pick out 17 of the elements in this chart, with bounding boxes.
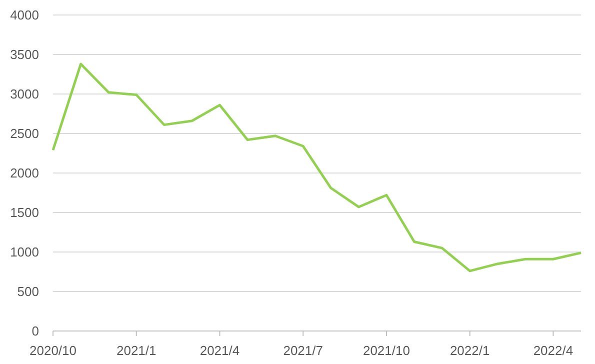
x-tick-label: 2021/10 <box>362 343 410 358</box>
y-tick-label: 1000 <box>10 244 39 260</box>
y-tick-label: 1500 <box>10 205 39 220</box>
x-tick-label: 2021/7 <box>283 343 323 358</box>
x-tick-label: 2022/4 <box>533 343 574 358</box>
y-tick-label: 0 <box>32 324 39 339</box>
x-tick-label: 2021/1 <box>116 343 156 358</box>
x-tick-label: 2021/4 <box>200 343 240 358</box>
x-tick-label: 2020/10 <box>30 343 76 358</box>
y-tick-label: 2500 <box>10 126 39 142</box>
y-tick-label: 500 <box>17 284 39 300</box>
y-tick-label: 3000 <box>10 86 39 102</box>
x-tick-label: 2022/1 <box>450 343 490 358</box>
y-tick-label: 4000 <box>10 8 39 23</box>
y-tick-label: 2000 <box>10 166 39 181</box>
line-series <box>52 62 582 272</box>
y-tick-label: 3500 <box>10 47 39 62</box>
